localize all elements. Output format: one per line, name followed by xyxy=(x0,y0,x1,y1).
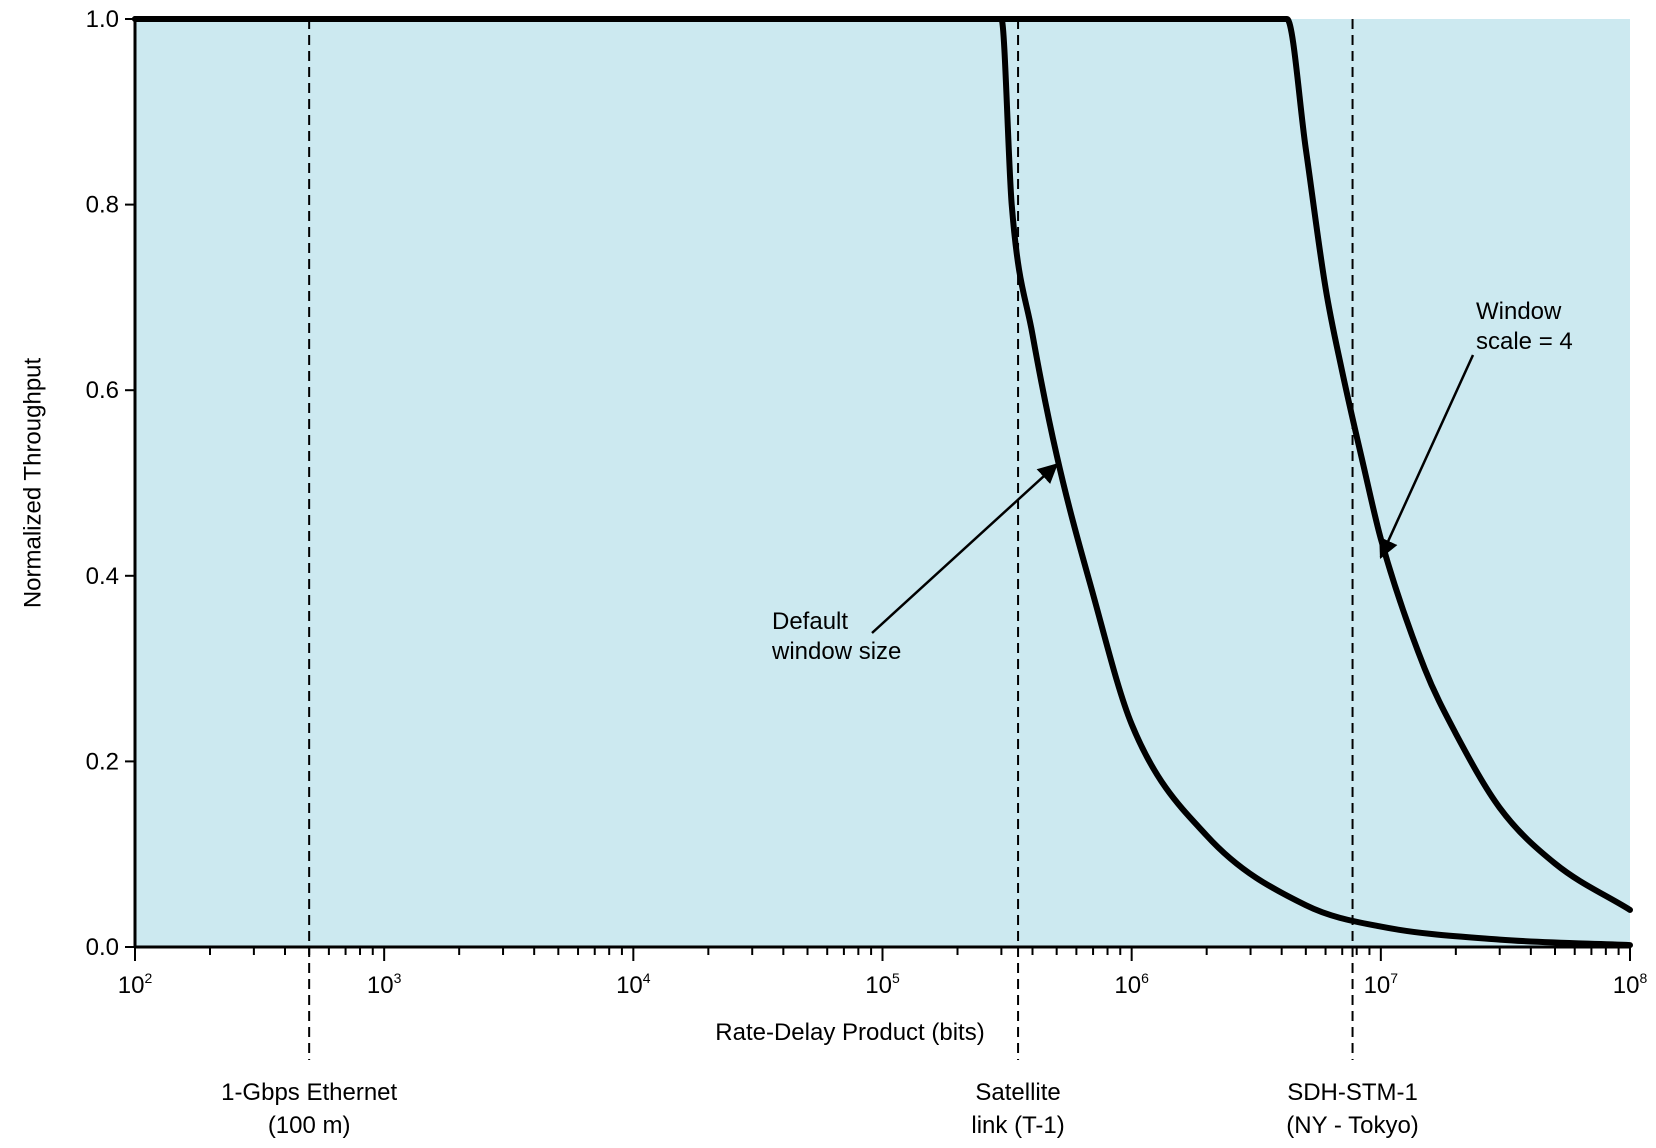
x-tick-exponent: 4 xyxy=(643,970,651,986)
x-tick-label: 108 xyxy=(1613,970,1648,999)
x-tick-label: 103 xyxy=(367,970,402,999)
x-tick-label: 102 xyxy=(118,970,153,999)
y-tick-label: 0.6 xyxy=(86,377,119,404)
annotation-label: scale = 4 xyxy=(1476,328,1573,355)
x-tick-base: 10 xyxy=(865,972,892,999)
reference-label: link (T-1) xyxy=(971,1112,1064,1139)
annotation-label: Default xyxy=(772,608,848,635)
reference-label: SDH-STM-1 xyxy=(1287,1079,1418,1106)
x-tick-base: 10 xyxy=(1114,972,1141,999)
annotation-arrow xyxy=(1379,354,1475,560)
x-tick-exponent: 5 xyxy=(892,970,900,986)
annotation-arrow xyxy=(871,463,1059,634)
annotation-label: Window xyxy=(1476,298,1562,325)
reference-label: Satellite xyxy=(975,1079,1060,1106)
reference-label: 1-Gbps Ethernet xyxy=(221,1079,397,1106)
x-tick-base: 10 xyxy=(1364,972,1391,999)
reference-label: (100 m) xyxy=(268,1112,351,1139)
x-tick-base: 10 xyxy=(118,972,145,999)
annotation-label: window size xyxy=(771,638,901,665)
x-tick-label: 105 xyxy=(865,970,900,999)
x-tick-exponent: 7 xyxy=(1390,970,1398,986)
x-axis-title: Rate-Delay Product (bits) xyxy=(715,1019,984,1046)
y-tick-label: 0.8 xyxy=(86,192,119,219)
plot-area xyxy=(135,19,1630,947)
x-tick-base: 10 xyxy=(616,972,643,999)
x-tick-base: 10 xyxy=(367,972,394,999)
x-tick-label: 107 xyxy=(1364,970,1399,999)
x-tick-exponent: 6 xyxy=(1141,970,1149,986)
x-tick-label: 104 xyxy=(616,970,651,999)
x-tick-exponent: 3 xyxy=(394,970,402,986)
x-tick-base: 10 xyxy=(1613,972,1640,999)
y-tick-label: 0.4 xyxy=(86,563,119,590)
y-tick-label: 1.0 xyxy=(86,6,119,33)
y-tick-label: 0.2 xyxy=(86,748,119,775)
x-tick-exponent: 8 xyxy=(1639,970,1647,986)
y-tick-label: 0.0 xyxy=(86,934,119,961)
x-tick-exponent: 2 xyxy=(144,970,152,986)
reference-label: (NY - Tokyo) xyxy=(1286,1112,1418,1139)
series-line xyxy=(132,16,1633,913)
y-axis-title: Normalized Throughput xyxy=(19,357,46,608)
x-tick-label: 106 xyxy=(1114,970,1149,999)
